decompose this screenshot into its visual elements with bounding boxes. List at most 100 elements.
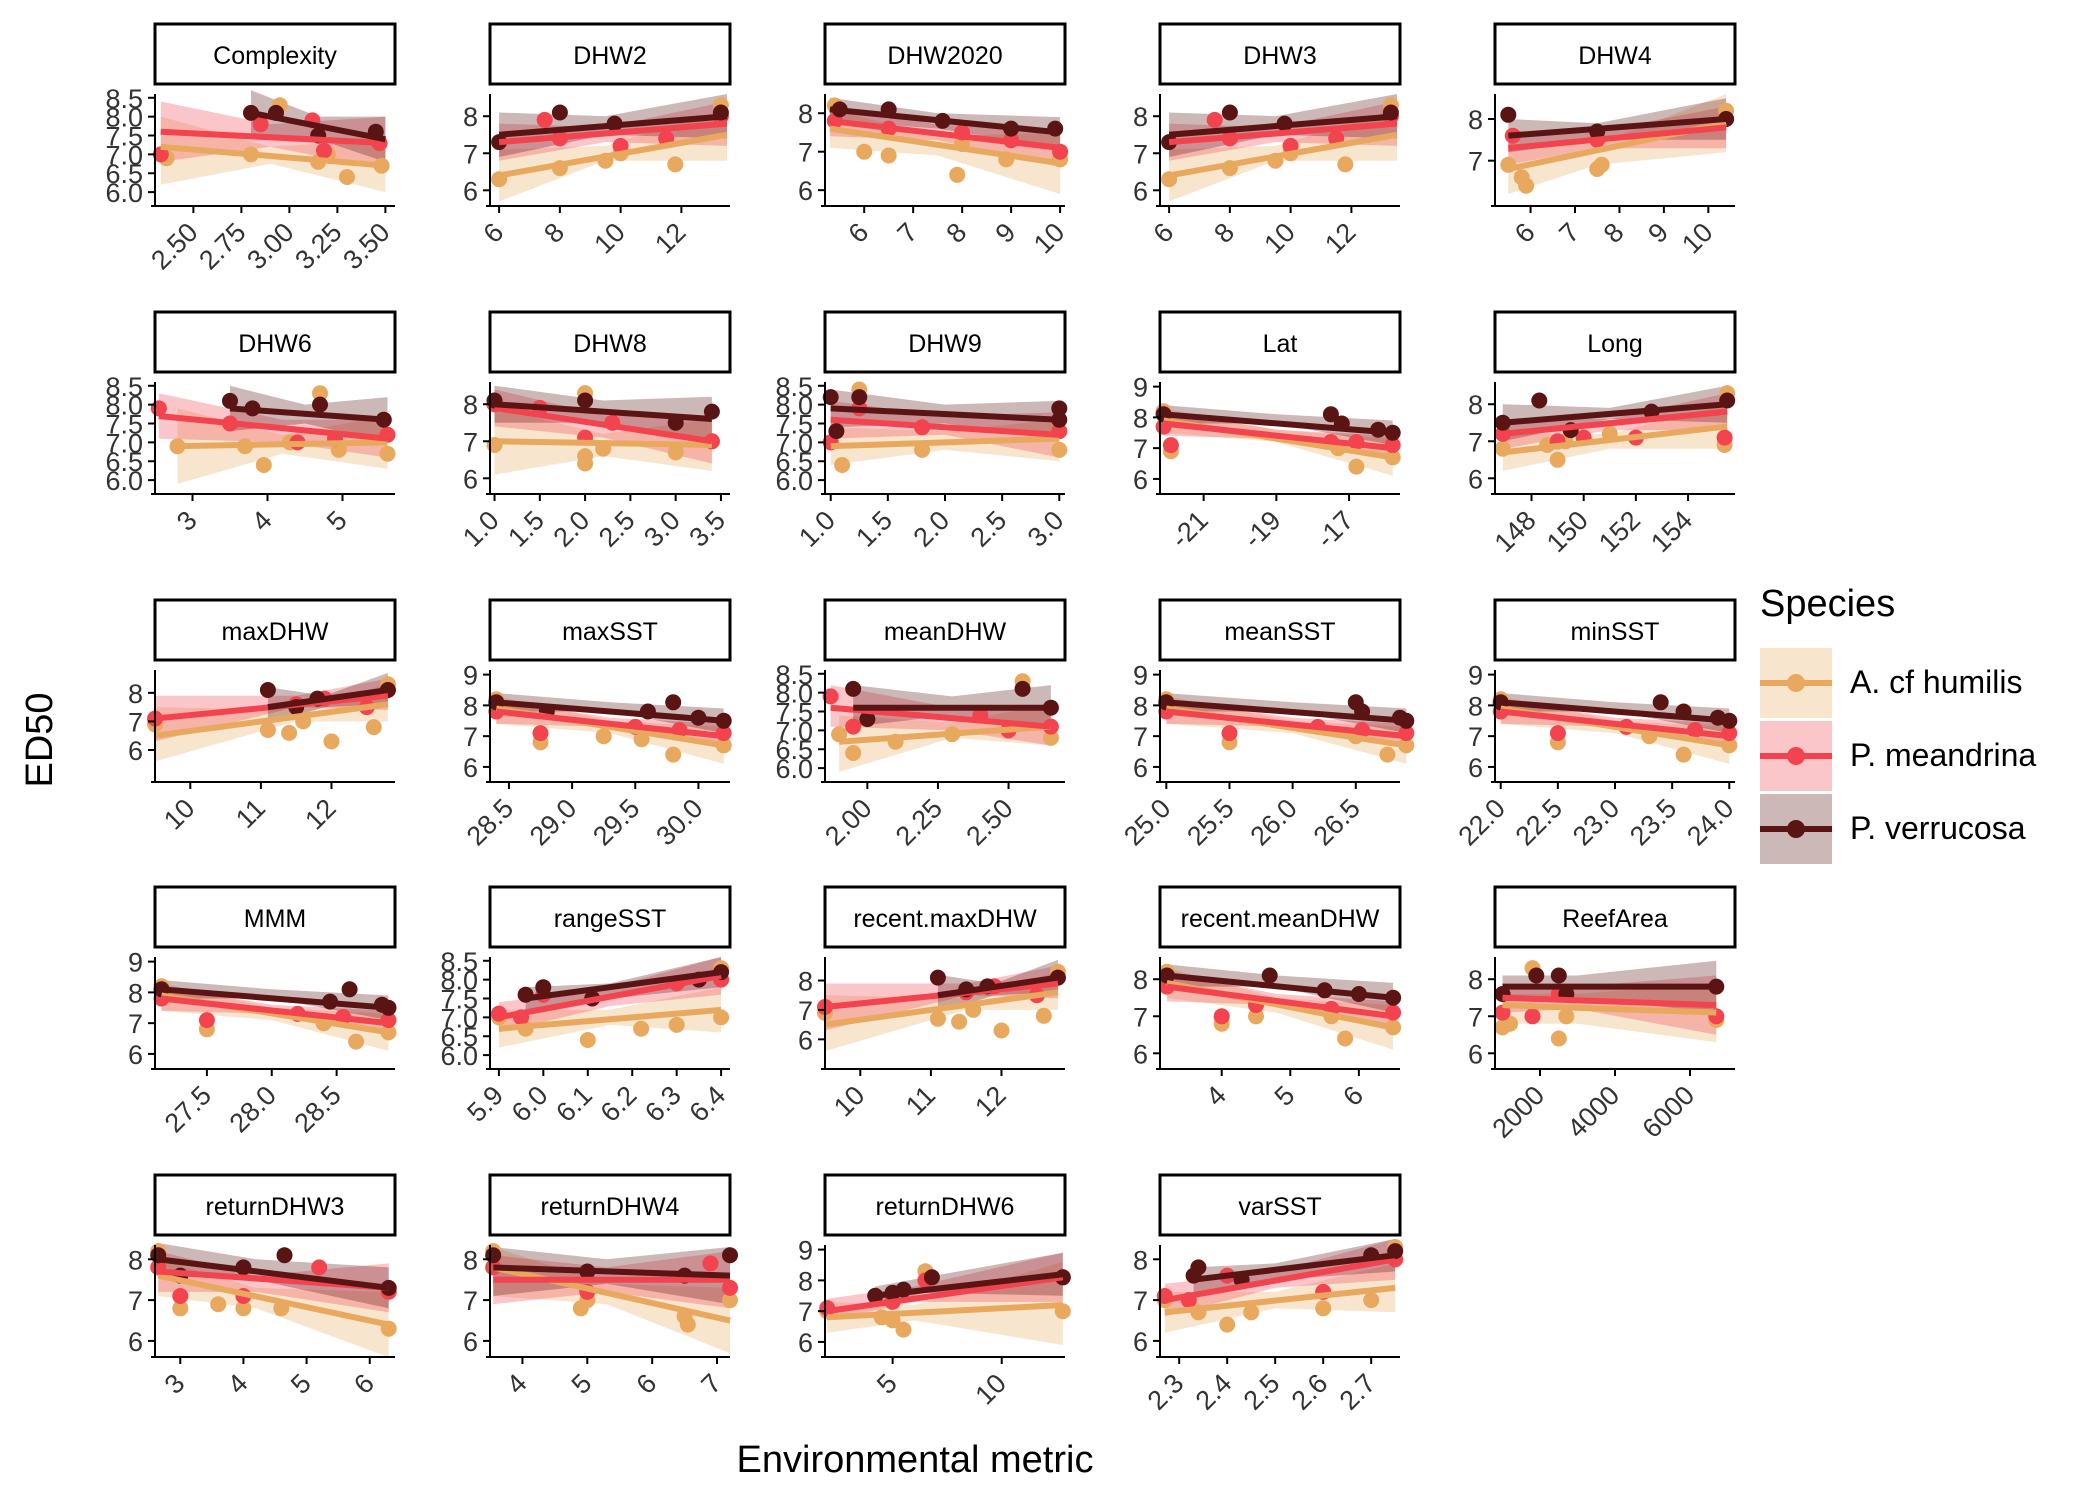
- x-tick-label: 2.50: [960, 793, 1018, 851]
- data-point: [612, 137, 629, 154]
- data-point: [252, 116, 269, 133]
- data-point: [828, 423, 845, 440]
- y-tick-label: 6: [1468, 1039, 1483, 1069]
- x-tick-label: 5: [285, 1368, 317, 1400]
- x-tick-label: 28.0: [224, 1080, 282, 1138]
- x-tick-label: 25.0: [1118, 793, 1176, 851]
- facet-title: returnDHW6: [876, 1193, 1015, 1221]
- data-point: [851, 389, 868, 406]
- data-point: [222, 392, 238, 409]
- y-tick-label: 8.5: [775, 660, 813, 690]
- x-tick-label: 2.7: [1334, 1368, 1382, 1416]
- y-tick-label: 9: [1133, 373, 1148, 403]
- x-tick-label: 3.0: [1022, 505, 1070, 553]
- confidence-band: [1166, 693, 1407, 734]
- data-point: [536, 111, 553, 128]
- x-tick-label: 25.5: [1181, 793, 1239, 851]
- y-tick-label: 8: [798, 99, 813, 129]
- x-tick-label: 150: [1541, 505, 1594, 558]
- x-tick-label: 11: [900, 1080, 941, 1121]
- x-tick-label: 6.1: [550, 1080, 598, 1128]
- data-point: [703, 403, 720, 420]
- data-point: [169, 438, 186, 455]
- trend-line: [1502, 408, 1728, 437]
- data-point: [1652, 694, 1669, 711]
- data-point: [1528, 967, 1545, 984]
- y-tick-label: 7.0: [440, 1003, 478, 1033]
- y-tick-label: 8: [798, 1266, 813, 1296]
- facet-title: returnDHW3: [206, 1193, 345, 1221]
- data-point: [281, 724, 298, 741]
- trend-line: [161, 995, 389, 1027]
- data-point: [1042, 729, 1059, 746]
- data-point: [577, 392, 594, 409]
- data-point: [1051, 441, 1068, 458]
- facet-strip: [1493, 310, 1737, 374]
- y-tick-label: 8.5: [775, 372, 813, 402]
- facet-strip: [488, 22, 732, 86]
- facet-panels: Complexity6.06.57.07.58.08.52.502.753.00…: [105, 22, 1740, 1416]
- x-tick-label: 8: [941, 217, 973, 249]
- y-tick-label: 6: [1133, 753, 1148, 783]
- data-point: [1675, 746, 1692, 763]
- x-tick-label: 3.50: [337, 217, 395, 275]
- data-point: [210, 1296, 227, 1313]
- data-point: [1721, 737, 1738, 754]
- facet-strip: [153, 598, 397, 662]
- data-point: [595, 728, 612, 745]
- data-point: [1494, 1004, 1511, 1021]
- confidence-band: [493, 1247, 730, 1305]
- y-tick-label: 7.0: [105, 140, 143, 170]
- trend-line: [1166, 983, 1394, 1020]
- data-point: [880, 147, 897, 164]
- trend-line: [1164, 1284, 1396, 1316]
- facet-title: MMM: [244, 905, 306, 933]
- facet-strip: [1493, 22, 1737, 86]
- data-point: [667, 444, 684, 461]
- facet-strip: [823, 22, 1067, 86]
- y-tick-label: 7: [1133, 722, 1148, 752]
- data-point: [667, 156, 684, 173]
- facet-strip: [823, 310, 1067, 374]
- x-tick-label: 154: [1645, 505, 1698, 558]
- data-point: [312, 396, 328, 413]
- facet-strip: [488, 885, 732, 949]
- facet-title: DHW6: [238, 330, 312, 358]
- x-tick-label: 28.5: [288, 1080, 346, 1138]
- facet-strip: [823, 1173, 1067, 1237]
- data-point: [1337, 156, 1354, 173]
- data-point: [1221, 104, 1238, 121]
- data-point: [1206, 111, 1223, 128]
- trend-line: [829, 117, 1061, 151]
- data-point: [535, 979, 552, 996]
- data-point: [845, 718, 862, 735]
- facet-strip: [1158, 598, 1402, 662]
- facet-strip: [1493, 598, 1737, 662]
- y-tick-label: 7: [798, 1297, 813, 1327]
- data-point: [255, 457, 272, 473]
- facet-strip: [823, 598, 1067, 662]
- x-tick-label: 10: [588, 217, 630, 259]
- confidence-band: [1166, 964, 1394, 1013]
- data-point: [949, 166, 966, 183]
- data-point: [172, 1288, 189, 1304]
- y-tick-label: 8.0: [440, 966, 478, 996]
- y-tick-label: 8: [128, 679, 143, 709]
- trend-line: [492, 1264, 731, 1324]
- confidence-band: [1500, 696, 1730, 764]
- trend-line: [498, 131, 728, 179]
- facet-panel: maxDHW 678 10 11 12: [128, 598, 397, 835]
- y-tick-label: 8: [1133, 403, 1148, 433]
- y-tick-label: 7.0: [775, 428, 813, 458]
- facet-panel: recent.maxDHW 678 10 11 12: [798, 885, 1067, 1122]
- trend-line: [498, 120, 728, 146]
- trend-line: [838, 723, 1052, 745]
- x-tick-label: 7: [1553, 217, 1585, 249]
- trend-line: [827, 1302, 1063, 1321]
- y-tick-label: 8: [128, 1245, 143, 1275]
- confidence-band: [496, 693, 724, 734]
